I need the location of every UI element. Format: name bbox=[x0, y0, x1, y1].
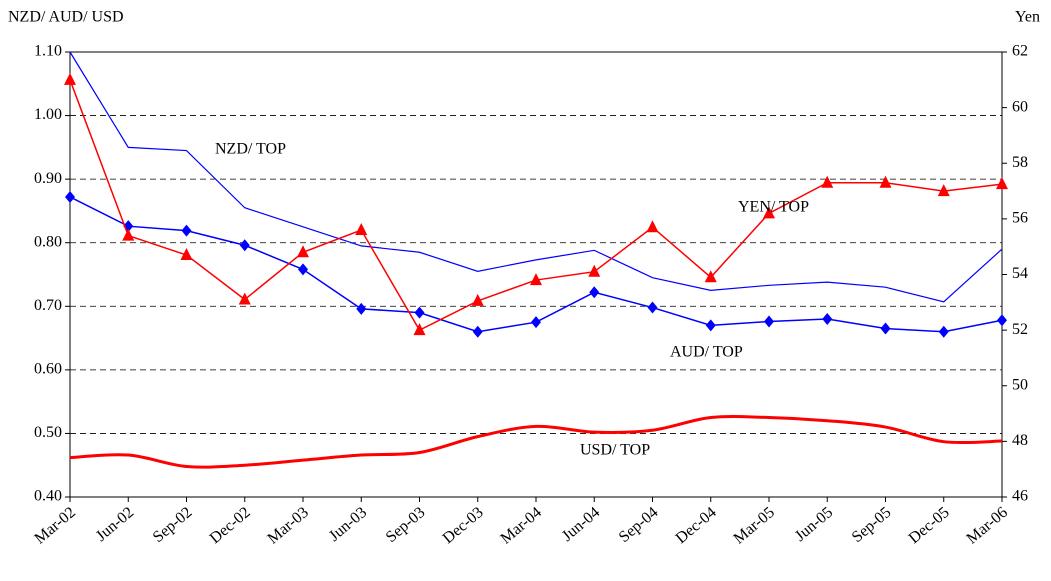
series-label: AUD/ TOP bbox=[670, 344, 743, 361]
marker bbox=[122, 228, 135, 241]
y2-tick-label: 60 bbox=[1012, 98, 1028, 115]
y2-tick-label: 62 bbox=[1012, 43, 1028, 60]
x-tick-label: Mar-04 bbox=[497, 504, 544, 548]
marker bbox=[704, 270, 717, 283]
marker bbox=[589, 286, 600, 299]
marker bbox=[297, 245, 309, 258]
marker bbox=[180, 248, 193, 261]
series-line bbox=[69, 196, 1003, 333]
marker bbox=[238, 292, 251, 305]
x-tick-label: Mar-03 bbox=[264, 504, 311, 548]
marker bbox=[181, 224, 192, 237]
marker bbox=[531, 316, 541, 329]
x-tick-label: Jun-02 bbox=[93, 504, 137, 545]
y2-tick-label: 58 bbox=[1012, 154, 1028, 171]
y2-tick-label: 46 bbox=[1012, 488, 1028, 505]
marker bbox=[414, 306, 425, 319]
marker bbox=[705, 319, 716, 332]
x-tick-label: Sep-05 bbox=[849, 504, 895, 546]
x-tick-label: Sep-04 bbox=[616, 504, 662, 546]
marker bbox=[530, 273, 542, 286]
marker bbox=[239, 239, 250, 252]
y2-tick-label: 50 bbox=[1012, 376, 1028, 393]
marker bbox=[471, 293, 484, 306]
x-tick-label: Mar-06 bbox=[963, 504, 1010, 548]
marker bbox=[356, 302, 367, 315]
series-label: YEN/ TOP bbox=[738, 199, 809, 216]
marker bbox=[879, 175, 892, 188]
y-tick-label: 1.00 bbox=[34, 106, 62, 123]
x-tick-label: Jun-03 bbox=[326, 504, 370, 545]
y2-axis-title: Yen bbox=[1015, 9, 1040, 26]
marker bbox=[937, 184, 950, 197]
y-axis-title: NZD/ AUD/ USD bbox=[8, 9, 124, 26]
x-tick-label: Mar-05 bbox=[730, 504, 777, 548]
marker bbox=[647, 301, 658, 314]
marker bbox=[472, 325, 483, 338]
marker bbox=[821, 175, 834, 188]
marker bbox=[298, 263, 308, 276]
x-tick-label: Dec-03 bbox=[440, 504, 487, 547]
x-tick-label: Dec-04 bbox=[673, 504, 720, 547]
marker bbox=[65, 190, 75, 203]
series-line bbox=[69, 414, 1003, 469]
series-line bbox=[69, 51, 1003, 303]
y-tick-label: 0.70 bbox=[34, 297, 62, 314]
x-tick-label: Jun-05 bbox=[792, 504, 836, 545]
marker bbox=[413, 323, 426, 336]
y2-tick-label: 48 bbox=[1012, 432, 1028, 449]
marker bbox=[996, 177, 1008, 190]
y-tick-label: 0.50 bbox=[34, 424, 62, 441]
y2-tick-label: 54 bbox=[1012, 265, 1028, 282]
x-tick-label: Mar-02 bbox=[31, 504, 78, 548]
marker bbox=[822, 313, 833, 325]
marker bbox=[355, 223, 368, 235]
series-line bbox=[69, 79, 1003, 332]
marker bbox=[880, 322, 891, 335]
x-tick-label: Sep-03 bbox=[383, 504, 429, 546]
marker bbox=[64, 72, 76, 85]
y-tick-label: 1.10 bbox=[34, 43, 62, 60]
marker bbox=[763, 206, 775, 219]
x-tick-label: Dec-05 bbox=[906, 504, 953, 547]
marker bbox=[764, 315, 774, 328]
x-tick-label: Dec-02 bbox=[207, 504, 254, 547]
marker bbox=[646, 220, 659, 233]
marker bbox=[997, 314, 1007, 327]
y-tick-label: 0.60 bbox=[34, 361, 62, 378]
y-tick-label: 0.40 bbox=[34, 488, 62, 505]
x-tick-label: Sep-02 bbox=[150, 504, 196, 546]
y2-tick-label: 56 bbox=[1012, 210, 1028, 227]
marker bbox=[938, 325, 949, 338]
series-label: USD/ TOP bbox=[580, 442, 650, 459]
y-tick-label: 0.80 bbox=[34, 233, 62, 250]
y-tick-label: 0.90 bbox=[34, 170, 62, 187]
y2-tick-label: 52 bbox=[1012, 321, 1028, 338]
marker bbox=[588, 264, 601, 277]
series-label: NZD/ TOP bbox=[215, 141, 286, 158]
x-tick-label: Jun-04 bbox=[559, 504, 603, 545]
